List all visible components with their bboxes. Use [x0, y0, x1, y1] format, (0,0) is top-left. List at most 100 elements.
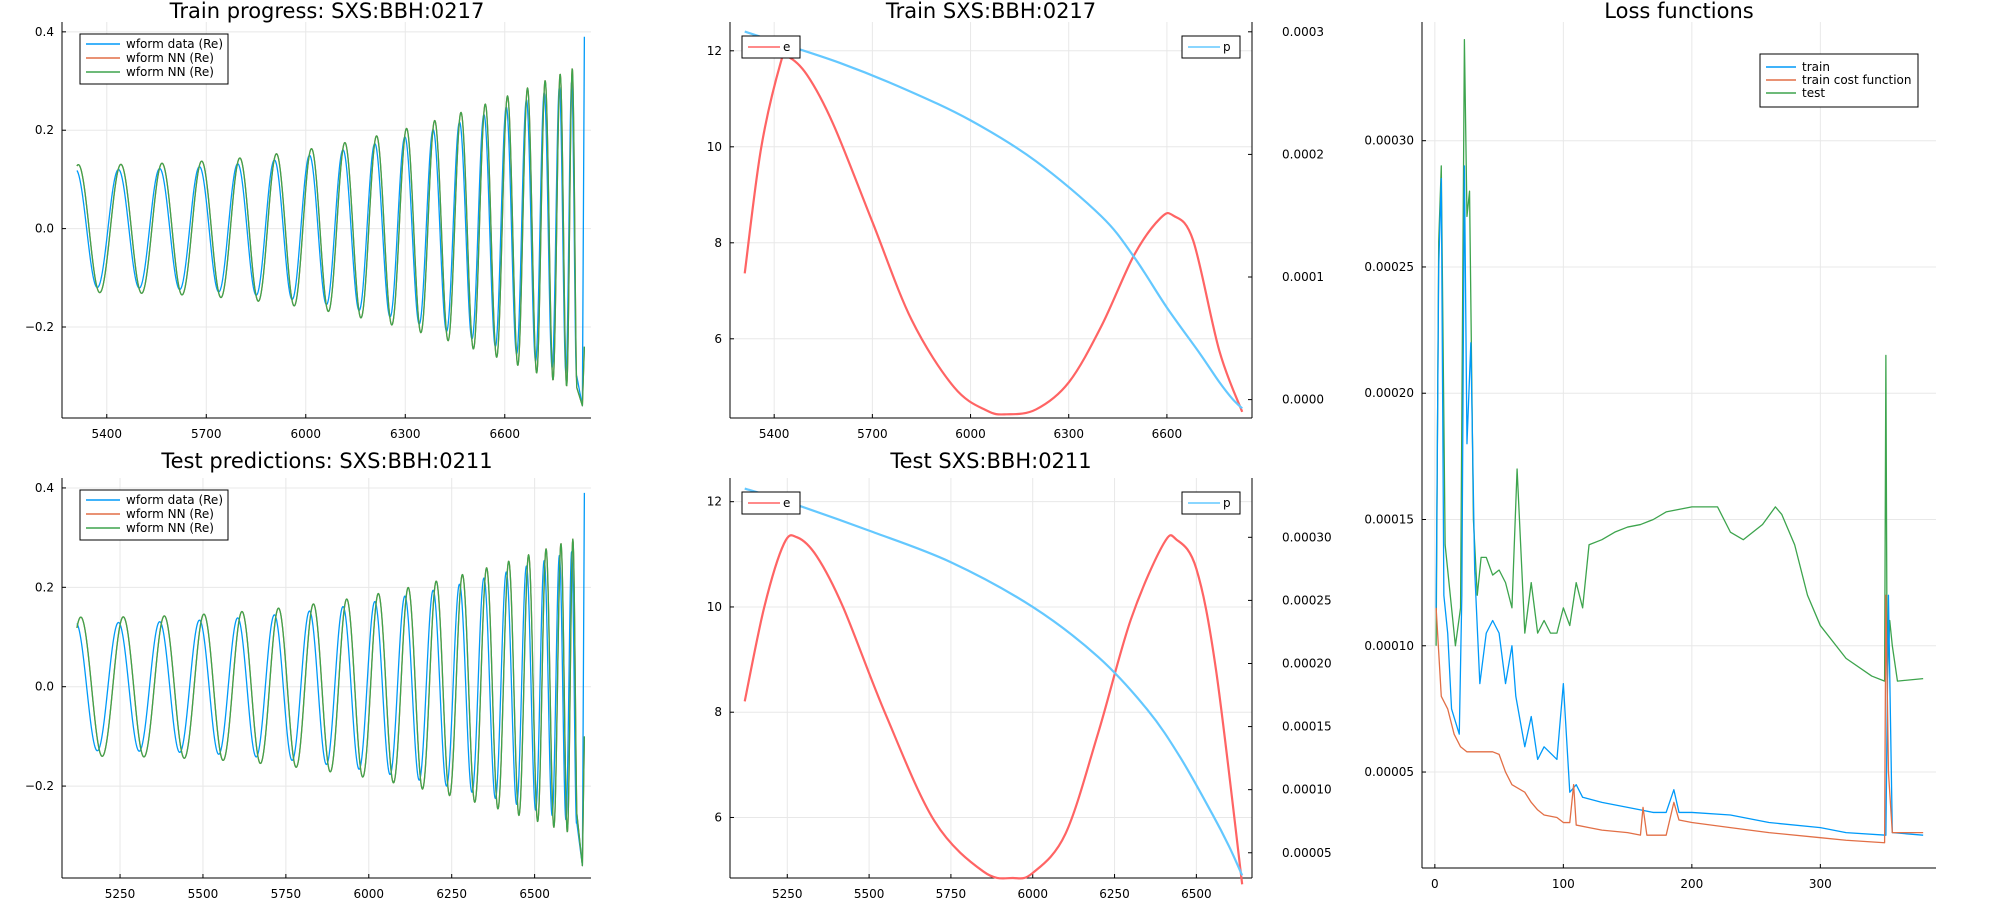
legend: wform data (Re)wform NN (Re)wform NN (Re… [79, 489, 229, 541]
y-tick-label: 12 [707, 44, 722, 58]
x-tick-label: 6000 [955, 427, 986, 441]
x-tick-label: 100 [1552, 877, 1575, 891]
legend-label: e [783, 496, 790, 510]
legend-e: e [741, 491, 801, 515]
y-tick-label: 0.00005 [1364, 765, 1414, 779]
x-tick-label: 5400 [92, 427, 123, 441]
y-tick-label: 0.00015 [1364, 512, 1414, 526]
y2-tick-label: 0.0002 [1282, 147, 1324, 161]
legend-label: wform NN (Re) [126, 51, 214, 65]
legend-label: wform NN (Re) [126, 521, 214, 535]
y-tick-label: −0.2 [25, 779, 54, 793]
series-line-train [1435, 165, 1924, 836]
chart-title: Test predictions: SXS:BBH:0211 [160, 449, 492, 473]
legend-label: wform NN (Re) [126, 507, 214, 521]
y-tick-label: 0.0 [35, 222, 54, 236]
x-tick-label: 5250 [772, 887, 803, 900]
plot-area: 5250 5500 5750 6000 6250 6500 6 8 10 12 0.00005 0.0… [707, 478, 1332, 900]
x-tick-label: 6300 [390, 427, 421, 441]
series-line-p [744, 30, 1243, 410]
series-line-e [743, 51, 1244, 416]
y-tick-label: 0.4 [35, 481, 54, 495]
legend-label: p [1223, 496, 1231, 510]
plot-area: 5400 5700 6000 6300 6600 −0.2 0.0 0.2 0.4 wform d… [25, 22, 591, 441]
legend-label: e [783, 40, 790, 54]
legend-box [79, 33, 229, 85]
y2-tick-label: 0.00015 [1282, 720, 1332, 734]
legend-label: wform NN (Re) [126, 65, 214, 79]
chart-title: Test SXS:BBH:0211 [889, 449, 1091, 473]
y-tick-label: 10 [707, 140, 722, 154]
x-tick-label: 5500 [188, 887, 219, 900]
y-tick-label: 6 [714, 810, 722, 824]
series-line-train-cost-function [1435, 594, 1924, 844]
plot-area: 5400 5700 6000 6300 6600 6 8 10 12 0.0000 0.0001 0.… [707, 22, 1324, 441]
plot-area: 5250 5500 5750 6000 6250 6500 −0.2 0.0 0.2 0.4 wfo… [25, 478, 591, 900]
chart-title: Train SXS:BBH:0217 [885, 0, 1096, 23]
y-tick-label: −0.2 [25, 320, 54, 334]
y-tick-label: 0.00025 [1364, 260, 1414, 274]
x-tick-label: 5500 [854, 887, 885, 900]
series-line-0 [76, 492, 586, 867]
legend: wform data (Re)wform NN (Re)wform NN (Re… [79, 33, 229, 85]
y-tick-label: 0.00020 [1364, 386, 1414, 400]
y-tick-label: 0.4 [35, 25, 54, 39]
x-tick-label: 5750 [936, 887, 967, 900]
legend-label: train [1802, 60, 1830, 74]
y2-tick-label: 0.00030 [1282, 530, 1332, 544]
legend-e: e [741, 35, 801, 59]
y-tick-label: 12 [707, 495, 722, 509]
y-tick-label: 8 [714, 705, 722, 719]
legend-label: test [1802, 86, 1825, 100]
x-tick-label: 5700 [191, 427, 222, 441]
x-tick-label: 5700 [857, 427, 888, 441]
y2-tick-label: 0.00010 [1282, 783, 1332, 797]
legend-box [79, 489, 229, 541]
legend-p: p [1181, 35, 1241, 59]
chart-title: Train progress: SXS:BBH:0217 [169, 0, 485, 23]
legend-p: p [1181, 491, 1241, 515]
x-tick-label: 6500 [519, 887, 550, 900]
x-tick-label: 5750 [271, 887, 302, 900]
plot-area: 0 100 200 300 0.00005 0.00010 0.00015 0.00020 0.… [1364, 22, 1936, 891]
legend-label: train cost function [1802, 73, 1911, 87]
y2-tick-label: 0.00005 [1282, 846, 1332, 860]
x-tick-label: 5250 [105, 887, 136, 900]
series-line-2 [76, 538, 586, 867]
y-tick-label: 6 [714, 332, 722, 346]
x-tick-label: 6000 [354, 887, 385, 900]
chart-title: Loss functions [1604, 0, 1753, 23]
x-tick-label: 6250 [1099, 887, 1130, 900]
legend-label: wform data (Re) [126, 493, 223, 507]
series-line-0 [76, 36, 586, 407]
y2-tick-label: 0.0000 [1282, 393, 1324, 407]
y-tick-label: 0.2 [35, 123, 54, 137]
series-line-e [743, 534, 1244, 885]
x-tick-label: 5400 [759, 427, 790, 441]
y-tick-label: 10 [707, 600, 722, 614]
y-tick-label: 0.00030 [1364, 134, 1414, 148]
y-tick-label: 8 [714, 236, 722, 250]
x-tick-label: 6500 [1181, 887, 1212, 900]
y-tick-label: 0.0 [35, 680, 54, 694]
y-tick-label: 0.2 [35, 580, 54, 594]
x-tick-label: 6600 [489, 427, 520, 441]
y2-tick-label: 0.0001 [1282, 270, 1324, 284]
x-tick-label: 6000 [290, 427, 321, 441]
series-line-2 [76, 68, 586, 407]
x-tick-label: 200 [1680, 877, 1703, 891]
y2-tick-label: 0.00020 [1282, 656, 1332, 670]
series-line-p [744, 487, 1244, 876]
x-tick-label: 0 [1431, 877, 1439, 891]
y2-tick-label: 0.0003 [1282, 25, 1324, 39]
y2-tick-label: 0.00025 [1282, 593, 1332, 607]
legend-label: wform data (Re) [126, 37, 223, 51]
x-tick-label: 300 [1809, 877, 1832, 891]
x-tick-label: 6300 [1053, 427, 1084, 441]
series-line-test [1435, 39, 1924, 685]
x-tick-label: 6600 [1152, 427, 1183, 441]
legend-label: p [1223, 40, 1231, 54]
